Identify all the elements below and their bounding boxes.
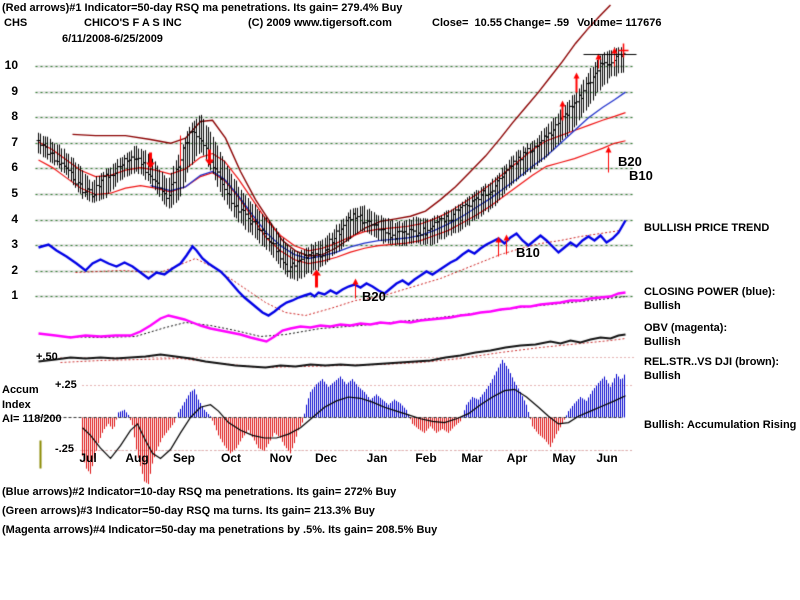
band-label-b10: B10 — [629, 168, 653, 183]
price-tick-4: 4 — [11, 211, 18, 226]
price-tick-3: 3 — [11, 237, 18, 252]
footer-indicator-4: (Magenta arrows)#4 Indicator=50-day ma p… — [2, 524, 438, 536]
closing-power-status: Bullish — [644, 300, 681, 312]
accumulation-status: Bullish: Accumulation Rising — [644, 419, 797, 431]
accum-label-2: Index — [2, 399, 31, 411]
price-tick-2: 2 — [11, 262, 18, 277]
footer-indicator-2: (Blue arrows)#2 Indicator=10-day RSQ ma … — [2, 486, 397, 498]
ticker-symbol: CHS — [4, 17, 28, 29]
company-name: CHICO'S F A S INC — [84, 17, 182, 29]
price-trend-status: BULLISH PRICE TREND — [644, 222, 770, 234]
header-indicator-line: (Red arrows)#1 Indicator=50-day RSQ ma p… — [2, 2, 403, 14]
closing-power-title: CLOSING POWER (blue): — [644, 286, 776, 298]
inchart-b20-label: B20 — [362, 289, 386, 304]
month-label-jun: Jun — [596, 451, 618, 465]
month-label-nov: Nov — [269, 451, 293, 465]
obv-status: Bullish — [644, 336, 681, 348]
accum-label-1: Accum — [2, 384, 39, 396]
price-tick-7: 7 — [11, 134, 18, 149]
price-tick-9: 9 — [11, 83, 18, 98]
volume-value: Volume= 117676 — [577, 17, 662, 29]
month-label-jul: Jul — [79, 451, 97, 465]
price-tick-6: 6 — [11, 160, 18, 175]
month-label-apr: Apr — [506, 451, 528, 465]
month-label-dec: Dec — [314, 451, 337, 465]
close-value: Close= 10.55 — [432, 17, 503, 29]
accum-ai-value: AI= 118/200 — [2, 413, 62, 425]
change-value: Change= .59 — [504, 17, 570, 29]
rel-str-status: Bullish — [644, 370, 681, 382]
price-tick-1: 1 — [11, 288, 18, 303]
date-range: 6/11/2008-6/25/2009 — [62, 33, 163, 45]
plus50-label: +.50 — [36, 351, 58, 363]
month-label-jan: Jan — [366, 451, 388, 465]
inchart-b10-label: B10 — [516, 245, 540, 260]
month-label-feb: Feb — [415, 451, 437, 465]
minus25-label: -.25 — [55, 443, 74, 455]
band-label-b20: B20 — [618, 154, 642, 169]
month-label-oct: Oct — [220, 451, 241, 465]
rel-str-title: REL.STR..VS DJI (brown): — [644, 356, 780, 368]
copyright-text: (C) 2009 www.tigersoft.com — [248, 17, 392, 29]
price-tick-10: 10 — [4, 58, 18, 72]
month-label-mar: Mar — [461, 451, 483, 465]
price-tick-8: 8 — [11, 109, 18, 124]
price-tick-5: 5 — [11, 186, 18, 200]
month-label-sep: Sep — [172, 451, 195, 465]
obv-title: OBV (magenta): — [644, 322, 728, 334]
month-label-aug: Aug — [125, 451, 149, 465]
footer-indicator-3: (Green arrows)#3 Indicator=50-day RSQ ma… — [2, 505, 375, 517]
plus25-label: +.25 — [55, 379, 77, 391]
month-label-may: May — [552, 451, 576, 465]
